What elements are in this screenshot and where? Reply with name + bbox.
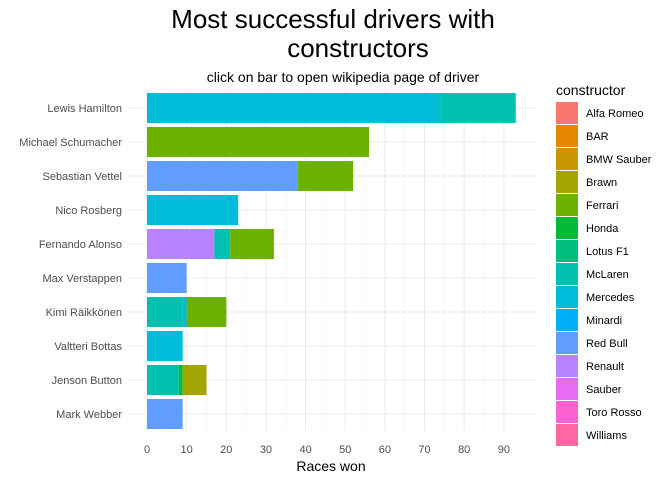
legend-label: Sauber: [586, 384, 622, 396]
legend-key: [556, 401, 578, 423]
legend: Alfa Romeo BAR BMW Sauber Brawn Ferrari Honda…: [556, 102, 652, 446]
x-tick-label: 50: [339, 444, 351, 456]
legend-label: Mercedes: [586, 292, 635, 304]
y-tick-label: Mark Webber: [56, 409, 122, 421]
x-tick-label: 0: [144, 444, 150, 456]
y-tick-label: Michael Schumacher: [19, 137, 122, 149]
legend-key: [556, 355, 578, 377]
legend-key: [556, 286, 578, 308]
y-tick-label: Nico Rosberg: [55, 205, 122, 217]
legend-label: BAR: [586, 131, 609, 143]
x-tick-label: 20: [220, 444, 232, 456]
legend-key: [556, 263, 578, 285]
y-tick-label: Jenson Button: [52, 375, 122, 387]
legend-key: [556, 194, 578, 216]
bar-segment[interactable]: [230, 229, 274, 259]
bar-segment[interactable]: [182, 297, 187, 327]
legend-title: constructor: [556, 82, 626, 98]
x-tick-label: 80: [458, 444, 470, 456]
legend-label: Renault: [586, 361, 624, 373]
legend-label: Minardi: [586, 315, 622, 327]
legend-label: Brawn: [586, 177, 617, 189]
bar-segment[interactable]: [147, 195, 239, 225]
x-tick-label: 90: [498, 444, 510, 456]
bar-segment[interactable]: [147, 127, 370, 157]
legend-key: [556, 125, 578, 147]
legend-label: McLaren: [586, 269, 629, 281]
legend-key: [556, 171, 578, 193]
bar-segment[interactable]: [147, 365, 179, 395]
y-tick-label: Sebastian Vettel: [42, 171, 122, 183]
legend-label: Red Bull: [586, 338, 628, 350]
bar-segment[interactable]: [186, 297, 227, 327]
y-tick-label: Lewis Hamilton: [47, 103, 122, 115]
x-tick-label: 40: [299, 444, 311, 456]
legend-key: [556, 424, 578, 446]
chart-subtitle: click on bar to open wikipedia page of d…: [207, 69, 480, 85]
bar-segment[interactable]: [147, 399, 183, 429]
legend-key: [556, 217, 578, 239]
bar-segment[interactable]: [297, 161, 354, 191]
bar-segment[interactable]: [178, 365, 183, 395]
bar-segment[interactable]: [147, 161, 298, 191]
legend-key: [556, 240, 578, 262]
bar-segment[interactable]: [147, 297, 183, 327]
legend-key: [556, 102, 578, 124]
x-axis-labels: 0 10 20 30 40 50 60 70 80 90: [144, 444, 510, 456]
chart-title-line-2: constructors: [287, 33, 429, 63]
legend-key: [556, 332, 578, 354]
x-tick-label: 70: [418, 444, 430, 456]
bar-segment[interactable]: [147, 263, 187, 293]
bar-segment[interactable]: [440, 93, 516, 123]
legend-key: [556, 378, 578, 400]
legend-label: Alfa Romeo: [586, 108, 643, 120]
legend-label: Lotus F1: [586, 246, 629, 258]
x-tick-label: 30: [260, 444, 272, 456]
bar-segment[interactable]: [147, 331, 183, 361]
bars: [147, 93, 516, 429]
bar-segment[interactable]: [147, 93, 441, 123]
chart-title-line-1: Most successful drivers with: [171, 4, 495, 34]
legend-label: Toro Rosso: [586, 407, 642, 419]
y-tick-label: Kimi Räikkönen: [46, 307, 122, 319]
x-axis-title: Races won: [296, 458, 365, 474]
x-tick-label: 60: [379, 444, 391, 456]
legend-label: Williams: [586, 430, 627, 442]
bar-segment[interactable]: [214, 229, 231, 259]
legend-key: [556, 148, 578, 170]
x-tick-label: 10: [181, 444, 193, 456]
legend-label: BMW Sauber: [586, 154, 652, 166]
legend-label: Honda: [586, 223, 619, 235]
legend-key: [556, 309, 578, 331]
y-tick-label: Fernando Alonso: [39, 239, 122, 251]
bar-segment[interactable]: [182, 365, 207, 395]
legend-label: Ferrari: [586, 200, 618, 212]
y-tick-label: Valtteri Bottas: [54, 341, 122, 353]
y-tick-label: Max Verstappen: [43, 273, 123, 285]
bar-segment[interactable]: [147, 229, 215, 259]
y-axis-labels: Lewis Hamilton Michael Schumacher Sebastia…: [19, 103, 122, 421]
